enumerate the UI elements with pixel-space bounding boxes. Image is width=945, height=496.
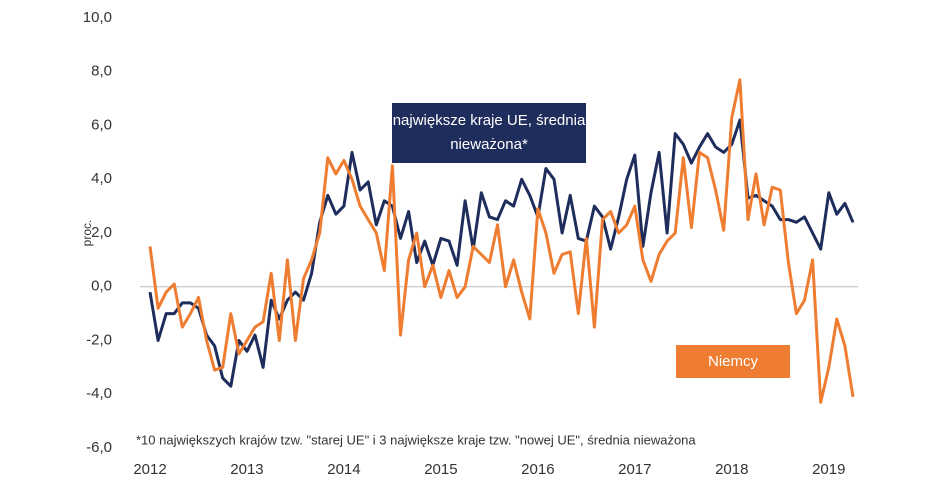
series-line — [148, 118, 855, 388]
y-tick-label: 0,0 — [91, 278, 112, 295]
y-tick-label: 6,0 — [91, 116, 112, 133]
x-tick-label: 2018 — [715, 461, 748, 478]
legend-entry: Niemcy — [676, 345, 790, 378]
x-tick-label: 2014 — [327, 461, 360, 478]
y-tick-label: 10,0 — [83, 9, 112, 26]
y-tick-label: -2,0 — [86, 331, 112, 348]
legend-entry: największe kraje UE, średnia nieważona* — [392, 103, 586, 163]
y-tick-label: -6,0 — [86, 439, 112, 456]
y-tick-label: 2,0 — [91, 224, 112, 241]
series-line — [148, 78, 855, 404]
y-tick-label: -4,0 — [86, 385, 112, 402]
x-tick-label: 2012 — [133, 461, 166, 478]
x-tick-label: 2017 — [618, 461, 651, 478]
footnote: *10 największych krajów tzw. "starej UE"… — [136, 432, 696, 447]
x-tick-label: 2016 — [521, 461, 554, 478]
y-axis-label: proc. — [80, 220, 94, 247]
x-tick-label: 2019 — [812, 461, 845, 478]
x-tick-label: 2015 — [424, 461, 457, 478]
y-tick-label: 8,0 — [91, 63, 112, 80]
y-tick-label: 4,0 — [91, 170, 112, 187]
x-tick-label: 2013 — [230, 461, 263, 478]
